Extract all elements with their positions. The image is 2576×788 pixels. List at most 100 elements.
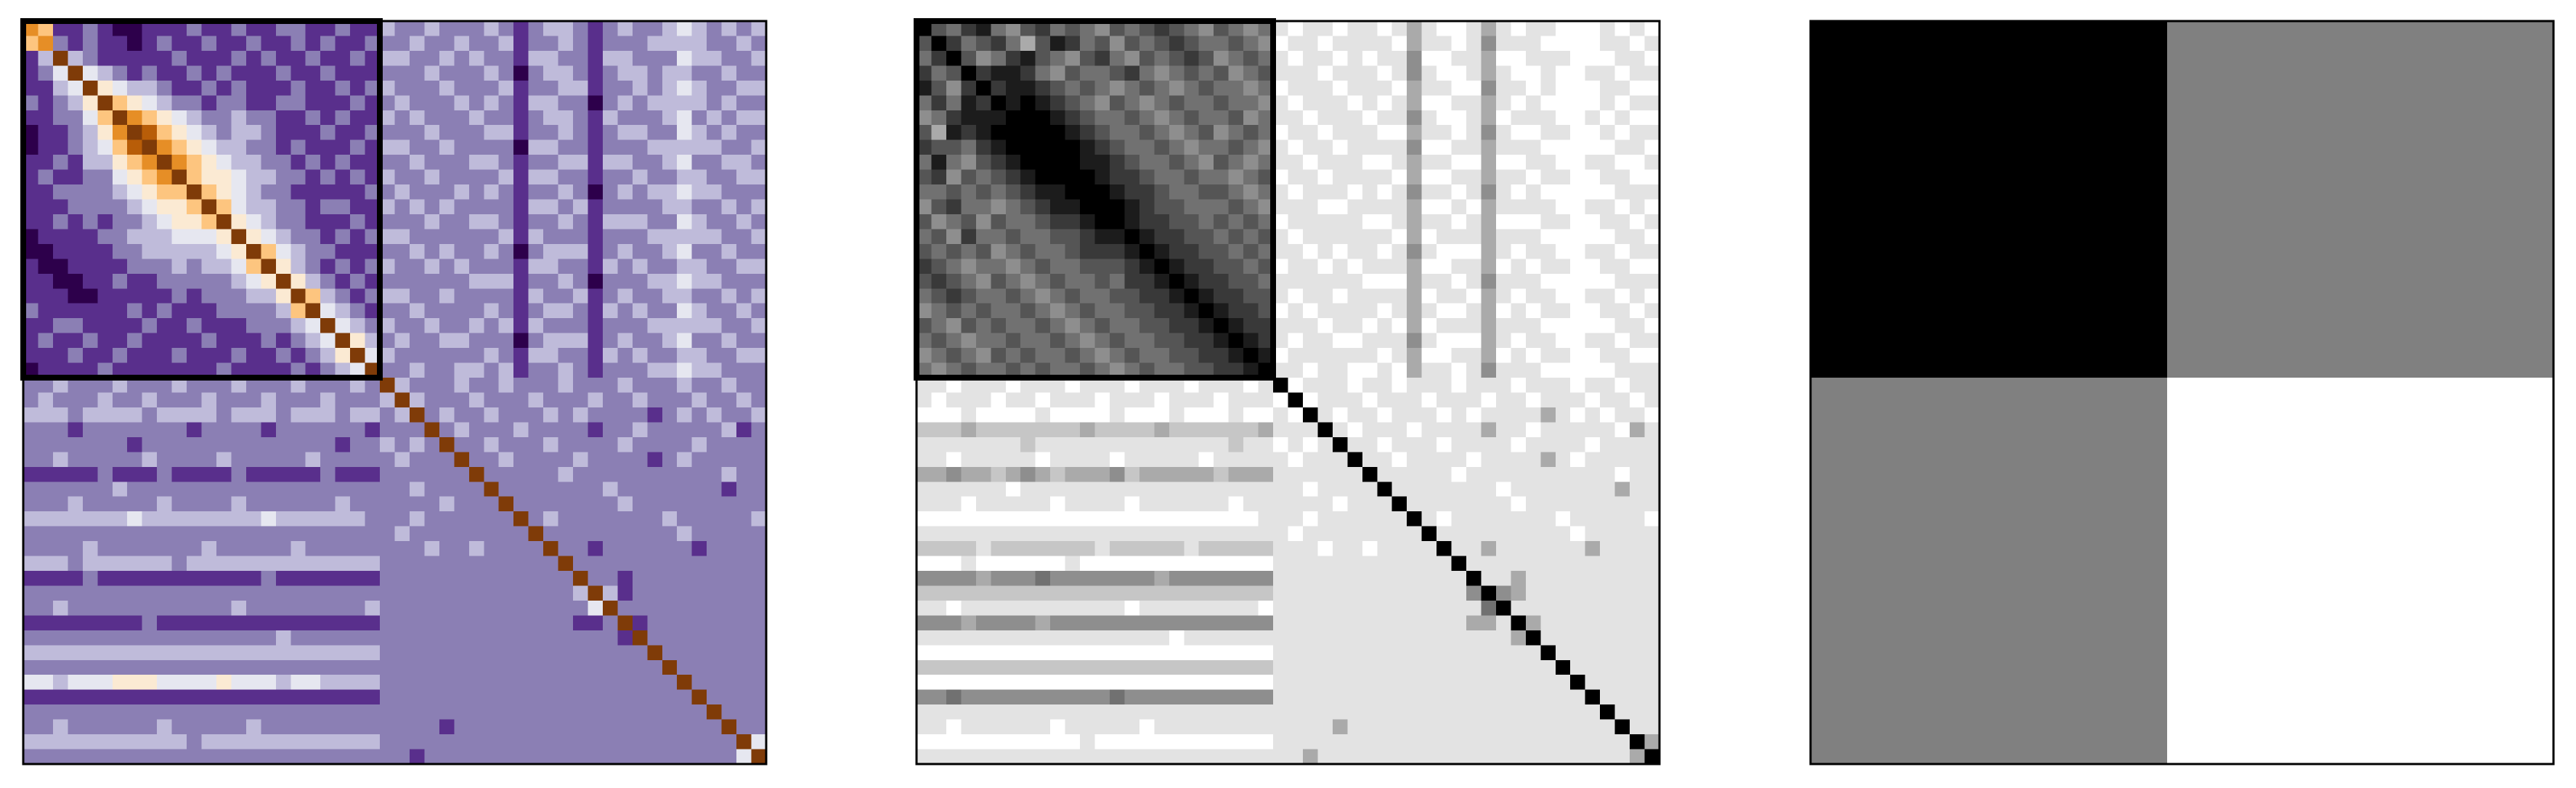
heatmap-cell: [1139, 273, 1155, 289]
heatmap-cell: [1630, 600, 1646, 616]
heatmap-cell: [1228, 155, 1244, 171]
heatmap-cell: [127, 36, 143, 52]
heatmap-cell: [38, 556, 54, 572]
heatmap-cell: [394, 526, 410, 542]
heatmap-cell: [38, 600, 54, 616]
heatmap-cell: [602, 452, 618, 468]
heatmap-cell: [662, 719, 678, 735]
heatmap-cell: [1570, 80, 1586, 96]
heatmap-cell: [946, 422, 962, 438]
heatmap-cell: [320, 541, 336, 557]
heatmap-cell: [602, 526, 618, 542]
heatmap-cell: [424, 436, 440, 452]
heatmap-cell: [127, 675, 143, 691]
heatmap-cell: [1644, 704, 1660, 720]
heatmap-cell: [305, 318, 321, 334]
heatmap-cell: [1302, 734, 1319, 750]
heatmap-cell: [1020, 600, 1036, 616]
heatmap-cell: [1035, 615, 1051, 631]
heatmap-cell: [1362, 214, 1378, 230]
heatmap-cell: [498, 615, 514, 631]
heatmap-cell: [290, 139, 306, 155]
heatmap-cell: [290, 482, 306, 497]
heatmap-cell: [1080, 169, 1096, 185]
heatmap-cell: [1421, 65, 1437, 81]
heatmap-cell: [721, 436, 737, 452]
heatmap-cell: [677, 452, 693, 468]
heatmap-cell: [245, 615, 261, 631]
heatmap-cell: [1005, 659, 1021, 675]
heatmap-cell: [231, 139, 247, 155]
heatmap-cell: [52, 199, 68, 215]
heatmap-cell: [1288, 422, 1304, 438]
heatmap-cell: [1644, 273, 1660, 289]
heatmap-cell: [498, 169, 514, 185]
heatmap-cell: [632, 496, 648, 512]
heatmap-cell: [1184, 630, 1200, 646]
heatmap-cell: [1243, 378, 1259, 394]
heatmap-cell: [1080, 229, 1096, 245]
heatmap-cell: [946, 511, 962, 527]
heatmap-cell: [751, 600, 767, 616]
heatmap-cell: [1139, 704, 1155, 720]
heatmap-cell: [1332, 526, 1348, 542]
heatmap-cell: [52, 36, 68, 52]
heatmap-cell: [1065, 169, 1081, 185]
heatmap-cell: [1585, 288, 1601, 304]
heatmap-cell: [691, 615, 707, 631]
heatmap-cell: [409, 689, 426, 705]
heatmap-cell: [142, 496, 158, 512]
heatmap-cell: [201, 184, 217, 200]
heatmap-cell: [1198, 675, 1214, 691]
heatmap-cell: [1154, 273, 1170, 289]
heatmap-cell: [468, 659, 484, 675]
heatmap-cell: [498, 719, 514, 735]
heatmap-cell: [1332, 600, 1348, 616]
heatmap-cell: [721, 348, 737, 364]
heatmap-cell: [1377, 571, 1393, 587]
heatmap-cell: [380, 333, 396, 349]
heatmap-cell: [1214, 436, 1230, 452]
heatmap-cell: [1525, 585, 1541, 601]
heatmap-cell: [23, 734, 39, 750]
heatmap-cell: [484, 110, 500, 126]
heatmap-cell: [751, 333, 767, 349]
heatmap-cell: [320, 734, 336, 750]
heatmap-cell: [498, 199, 514, 215]
heatmap-cell: [409, 645, 426, 661]
heatmap-cell: [721, 600, 737, 616]
heatmap-cell: [171, 452, 187, 468]
heatmap-cell: [1288, 65, 1304, 81]
heatmap-cell: [1495, 259, 1511, 275]
heatmap-cell: [261, 466, 277, 482]
heatmap-cell: [231, 199, 247, 215]
heatmap-cell: [573, 333, 589, 349]
heatmap-cell: [484, 585, 500, 601]
heatmap-cell: [468, 184, 484, 200]
heatmap-cell: [454, 571, 470, 587]
heatmap-cell: [647, 719, 663, 735]
heatmap-cell: [1154, 719, 1170, 735]
heatmap-cell: [1258, 466, 1274, 482]
heatmap-cell: [691, 50, 707, 66]
heatmap-cell: [975, 466, 991, 482]
heatmap-cell: [1005, 600, 1021, 616]
heatmap-cell: [1362, 184, 1378, 200]
heatmap-cell: [1421, 482, 1437, 497]
heatmap-cell: [1080, 259, 1096, 275]
heatmap-cell: [528, 199, 544, 215]
heatmap-cell: [1035, 585, 1051, 601]
heatmap-cell: [305, 630, 321, 646]
heatmap-cell: [961, 571, 977, 587]
heatmap-cell: [736, 95, 752, 111]
heatmap-cell: [1065, 466, 1081, 482]
heatmap-cell: [1466, 21, 1482, 37]
heatmap-cell: [1377, 184, 1393, 200]
heatmap-cell: [157, 348, 173, 364]
heatmap-cell: [558, 422, 574, 438]
heatmap-cell: [171, 36, 187, 52]
heatmap-cell: [991, 21, 1007, 37]
heatmap-cell: [1585, 615, 1601, 631]
heatmap-cell: [1540, 541, 1556, 557]
heatmap-cell: [290, 719, 306, 735]
